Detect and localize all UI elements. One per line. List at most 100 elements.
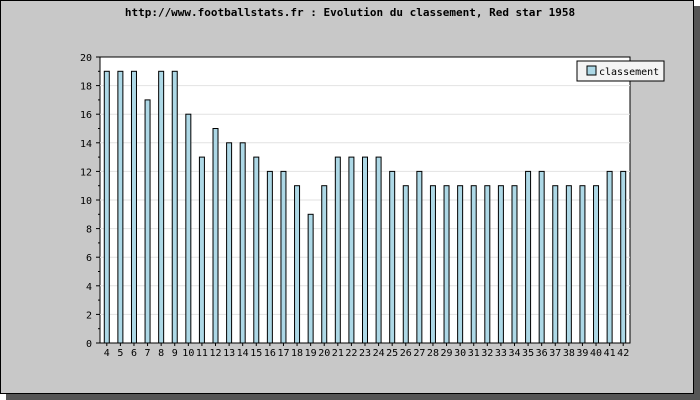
y-tick-label: 14 <box>80 139 92 150</box>
bar <box>416 170 423 344</box>
legend-label: classement <box>599 67 659 78</box>
x-tick-label: 41 <box>604 348 616 359</box>
x-tick-label: 27 <box>413 348 425 359</box>
bar <box>226 142 233 344</box>
x-tick-label: 31 <box>468 348 480 359</box>
bar <box>253 156 260 344</box>
bar <box>457 185 464 344</box>
x-tick-label: 7 <box>145 348 151 359</box>
y-tick-label: 18 <box>80 82 92 93</box>
bar <box>593 185 600 344</box>
bar <box>565 185 572 344</box>
bar <box>389 170 396 344</box>
x-tick-label: 30 <box>454 348 466 359</box>
x-tick-label: 10 <box>182 348 194 359</box>
bar <box>198 156 205 344</box>
bar <box>606 170 613 344</box>
bar <box>130 70 137 344</box>
bar <box>307 213 314 344</box>
x-tick-label: 13 <box>223 348 235 359</box>
bar <box>538 170 545 344</box>
bar <box>429 185 436 344</box>
bar <box>158 70 165 344</box>
x-tick-label: 14 <box>237 348 249 359</box>
x-tick-label: 17 <box>277 348 289 359</box>
bar <box>375 156 382 344</box>
x-tick-label: 9 <box>172 348 178 359</box>
bar <box>579 185 586 344</box>
x-tick-label: 4 <box>104 348 110 359</box>
bar <box>239 142 246 344</box>
x-tick-label: 6 <box>131 348 137 359</box>
bar <box>280 170 287 344</box>
bar <box>144 99 151 344</box>
x-tick-label: 16 <box>264 348 276 359</box>
bar <box>470 185 477 344</box>
x-tick-label: 11 <box>196 348 208 359</box>
x-tick-label: 23 <box>359 348 371 359</box>
bar <box>171 70 178 344</box>
y-tick-label: 10 <box>80 196 92 207</box>
bar <box>348 156 355 344</box>
x-tick-label: 29 <box>441 348 453 359</box>
bar <box>525 170 532 344</box>
bar <box>212 128 219 344</box>
legend: classement <box>576 60 665 82</box>
x-axis: 4 5 6 7 8 9 10 11 12 13 14 15 16 17 18 19 20 21 22 23 24 25 26… <box>104 343 629 359</box>
x-tick-label: 35 <box>522 348 534 359</box>
y-tick-label: 20 <box>80 53 92 64</box>
y-tick-label: 2 <box>86 310 92 321</box>
x-tick-label: 42 <box>617 348 629 359</box>
bars-group <box>103 70 627 344</box>
bar <box>185 113 192 344</box>
x-tick-label: 39 <box>576 348 588 359</box>
y-tick-label: 16 <box>80 110 92 121</box>
x-tick-label: 26 <box>400 348 412 359</box>
x-tick-label: 5 <box>117 348 123 359</box>
bar <box>103 70 110 344</box>
x-tick-label: 37 <box>549 348 561 359</box>
bar <box>511 185 518 344</box>
x-tick-label: 8 <box>158 348 164 359</box>
y-tick-label: 8 <box>86 225 92 236</box>
bar <box>362 156 368 344</box>
x-tick-label: 25 <box>386 348 398 359</box>
x-tick-label: 34 <box>508 348 520 359</box>
x-tick-label: 36 <box>536 348 548 359</box>
bar <box>484 185 491 344</box>
y-tick-label: 12 <box>80 167 92 178</box>
bar <box>552 185 559 344</box>
y-axis: 0 2 4 6 8 10 12 14 16 18 20 <box>80 53 100 350</box>
bar <box>294 185 301 344</box>
x-tick-label: 28 <box>427 348 439 359</box>
x-tick-label: 21 <box>332 348 344 359</box>
chart-title: http://www.footballstats.fr : Evolution … <box>125 6 575 19</box>
bar <box>334 156 341 344</box>
x-tick-label: 15 <box>250 348 262 359</box>
legend-swatch <box>586 65 597 76</box>
x-tick-label: 19 <box>305 348 317 359</box>
x-tick-label: 12 <box>209 348 221 359</box>
bar <box>497 185 504 344</box>
x-tick-label: 32 <box>481 348 493 359</box>
y-tick-label: 4 <box>86 282 92 293</box>
frame-shadow-bottom <box>6 394 700 400</box>
x-tick-label: 38 <box>563 348 575 359</box>
frame-shadow-right <box>694 6 700 400</box>
bar <box>321 185 328 344</box>
bar <box>443 185 450 344</box>
bar <box>117 70 124 344</box>
x-tick-label: 18 <box>291 348 303 359</box>
x-tick-label: 40 <box>590 348 602 359</box>
bar <box>266 170 273 344</box>
x-tick-label: 20 <box>318 348 330 359</box>
x-tick-label: 24 <box>373 348 385 359</box>
bar <box>402 185 409 344</box>
y-tick-label: 6 <box>86 253 92 264</box>
y-tick-label: 0 <box>86 339 92 350</box>
x-tick-label: 22 <box>345 348 357 359</box>
legend-box <box>576 60 665 82</box>
x-tick-label: 33 <box>495 348 507 359</box>
bar <box>620 170 627 344</box>
